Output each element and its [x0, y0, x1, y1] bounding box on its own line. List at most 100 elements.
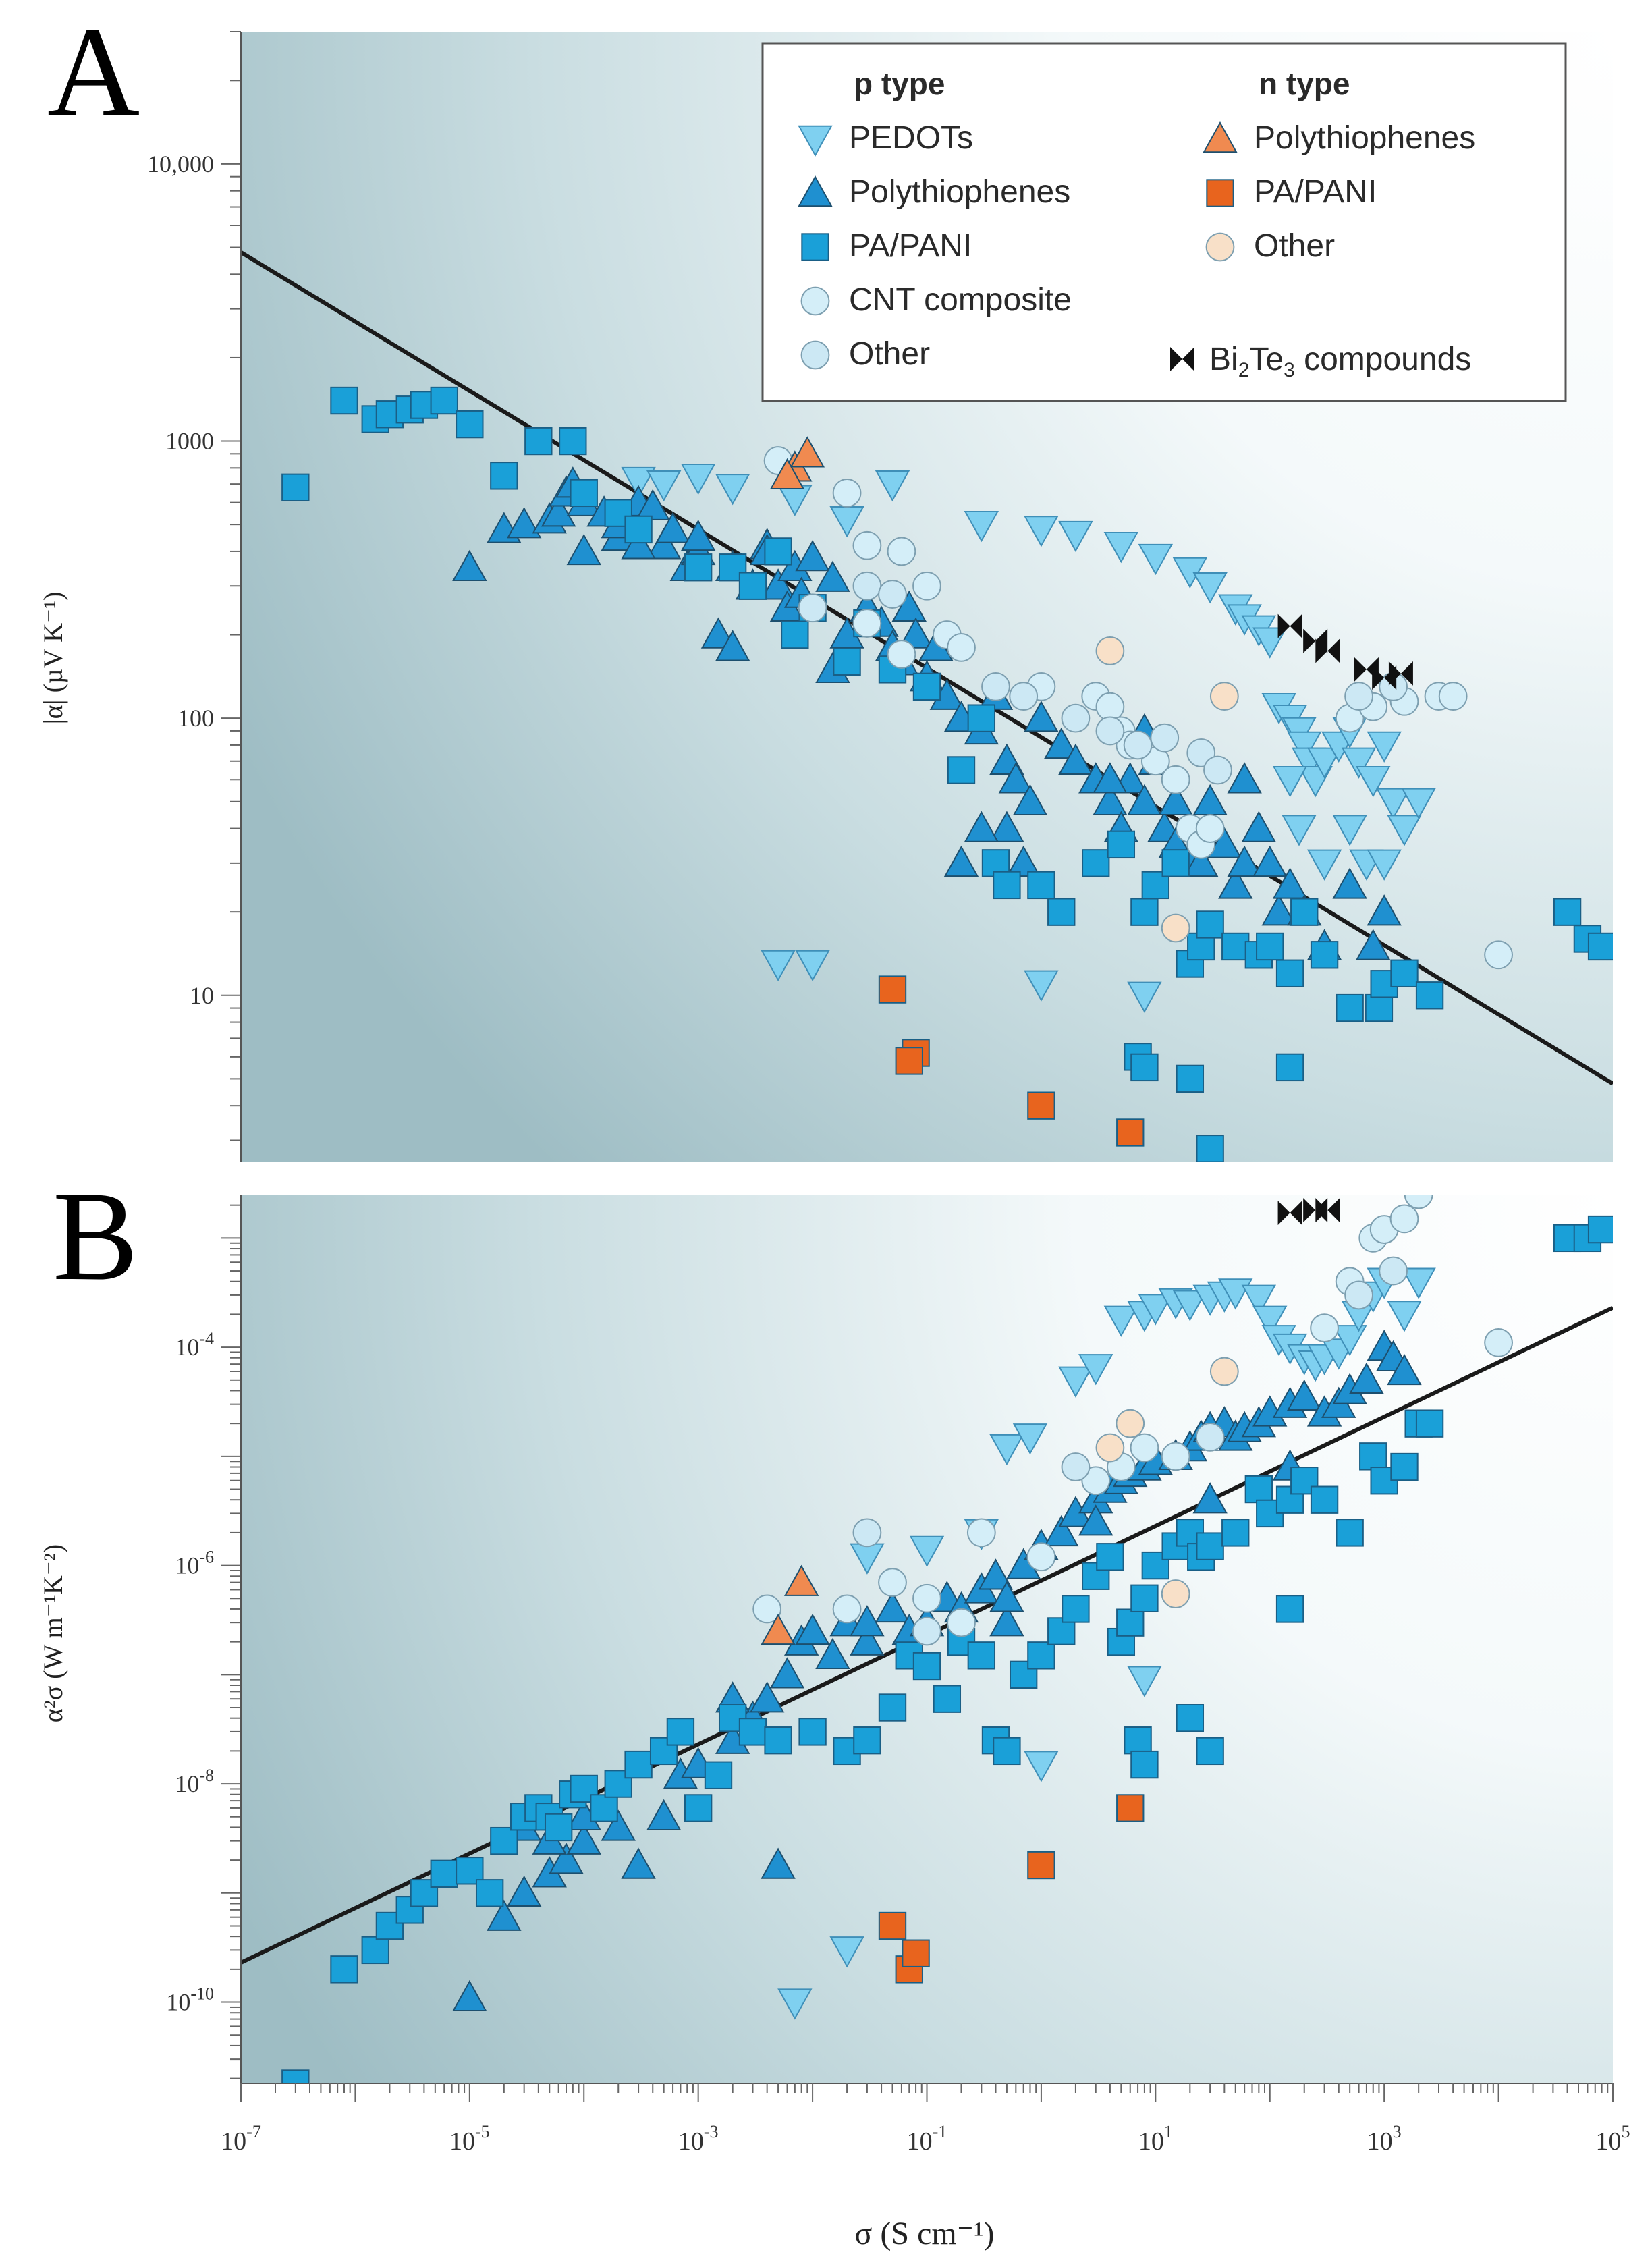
point-p-pa-pani — [1310, 1485, 1339, 1514]
point-p-polythiophenes — [621, 1847, 656, 1879]
point-p-polythiophenes — [655, 512, 690, 543]
point-p-pa-pani — [878, 1693, 907, 1722]
point-n-bi-te-compounds — [1401, 1166, 1425, 1191]
y-tick-label: 10-4 — [175, 1329, 214, 1361]
bi2te3-prefix: Bi — [1209, 342, 1238, 377]
point-p-other — [1061, 1452, 1091, 1481]
point-n-pa-pani — [1027, 1091, 1055, 1120]
legend-label-p-pa-pani: PA/PANI — [849, 228, 972, 264]
legend-item-bi2te3: Bi2Te3 compounds — [1170, 342, 1471, 381]
point-p-polythiophenes — [506, 507, 542, 539]
point-p-pa-pani — [1130, 898, 1159, 926]
series-n-pa-pani — [878, 975, 1145, 1147]
point-p-polythiophenes — [1287, 1379, 1322, 1411]
legend-p-items: PEDOTs Polythiophenes PA/PANI CNT composite… — [798, 120, 1072, 372]
point-p-other — [1195, 1422, 1225, 1452]
point-p-pa-pani — [1336, 1519, 1364, 1547]
point-p-other — [1009, 682, 1039, 711]
point-p-pedots — [1306, 849, 1342, 881]
legend-marker-triangle-down-icon — [798, 125, 833, 157]
point-p-cnt-composite — [1161, 765, 1190, 794]
point-p-other — [1061, 703, 1091, 733]
point-p-pa-pani — [1107, 830, 1136, 859]
point-p-polythiophenes — [1387, 1353, 1422, 1386]
point-p-cnt-composite — [912, 571, 941, 601]
point-p-pa-pani — [1130, 1053, 1159, 1082]
point-p-pedots — [829, 1936, 864, 1968]
point-p-cnt-composite — [852, 609, 882, 638]
point-p-polythiophenes — [1024, 701, 1059, 732]
panel-a-letter: A — [47, 1, 140, 143]
point-p-pa-pani — [1196, 1532, 1224, 1560]
point-p-pa-pani — [1415, 1409, 1444, 1438]
point-p-polythiophenes — [700, 617, 736, 649]
point-n-polythiophenes — [790, 436, 825, 468]
point-p-polythiophenes — [815, 1637, 850, 1670]
point-p-pa-pani — [1256, 932, 1284, 961]
point-p-pa-pani — [624, 515, 653, 544]
point-p-cnt-composite — [1026, 1542, 1056, 1572]
legend-item-n-other: Other — [1205, 228, 1335, 264]
panel-b-y-axis-label: α²σ (W m⁻¹K⁻²) — [38, 1544, 68, 1722]
legend-marker-bowtie-icon — [1170, 347, 1194, 371]
point-p-polythiophenes — [1044, 727, 1079, 759]
y-tick-label: 10,000 — [147, 151, 214, 178]
point-p-cnt-composite — [1438, 682, 1468, 711]
point-p-pa-pani — [738, 572, 767, 600]
point-p-polythiophenes — [1227, 845, 1262, 877]
panel-a-data-marks — [281, 386, 1613, 1162]
point-p-polythiophenes — [1044, 1514, 1079, 1547]
legend-item-p-polythiophenes: Polythiophenes — [798, 174, 1070, 210]
point-p-cnt-composite — [1484, 1328, 1513, 1357]
point-p-pa-pani — [718, 553, 747, 582]
point-p-polythiophenes — [1093, 784, 1128, 815]
point-p-pa-pani — [1027, 1641, 1055, 1670]
point-p-pa-pani — [764, 1726, 792, 1755]
point-p-pa-pani — [1082, 849, 1110, 877]
point-p-pa-pani — [1359, 1442, 1387, 1471]
point-p-pa-pani — [1587, 932, 1613, 961]
point-p-pa-pani — [1116, 1608, 1145, 1637]
point-p-cnt-composite — [1161, 1442, 1190, 1471]
point-p-polythiophenes — [1006, 845, 1041, 877]
point-p-polythiophenes — [998, 762, 1034, 794]
point-p-other — [912, 1616, 941, 1646]
point-p-pa-pani — [1027, 871, 1055, 900]
legend-label-n-polythiophenes: Polythiophenes — [1254, 120, 1475, 156]
panel-a: 10 100 1000 10,000 A |α| (µV K⁻¹) p type n … — [38, 1, 1613, 1162]
y-tick-exponent: -6 — [199, 1548, 214, 1567]
series-p-other — [798, 571, 1408, 785]
point-p-pedots — [875, 470, 910, 502]
bi2te3-suffix: compounds — [1295, 342, 1472, 377]
point-p-polythiophenes — [1184, 845, 1219, 877]
x-tick-base: 10 — [1138, 2127, 1164, 2156]
y-tick-base: 10 — [175, 1334, 199, 1361]
point-p-polythiophenes — [452, 1980, 487, 2012]
point-p-pa-pani — [704, 1761, 733, 1789]
series-n-bi-te-compounds — [1277, 613, 1413, 690]
point-p-polythiophenes — [621, 528, 656, 560]
point-p-other — [1150, 723, 1180, 753]
point-p-pa-pani — [967, 704, 996, 732]
point-p-pa-pani — [1047, 898, 1076, 926]
point-p-pa-pani — [624, 1750, 653, 1779]
legend-item-n-polythiophenes: Polythiophenes — [1203, 120, 1475, 156]
y-tick-label: 10 — [190, 982, 214, 1009]
series-n-bi-te-compounds — [1277, 1166, 1425, 1226]
point-p-pa-pani — [1553, 898, 1582, 926]
point-p-polythiophenes — [1356, 929, 1391, 960]
point-p-pedots — [715, 474, 750, 506]
point-p-pa-pani — [281, 473, 310, 501]
point-p-cnt-composite — [832, 478, 862, 508]
y-tick-base: 10 — [175, 1552, 199, 1579]
point-p-pedots — [795, 950, 830, 982]
point-p-cnt-composite — [947, 1608, 976, 1637]
point-p-pa-pani — [430, 386, 458, 415]
point-p-pa-pani — [738, 1718, 767, 1746]
point-p-cnt-composite — [912, 1583, 941, 1613]
point-p-pa-pani — [798, 1718, 827, 1746]
point-n-other — [1095, 636, 1125, 665]
y-tick-label: 10-8 — [175, 1766, 214, 1797]
